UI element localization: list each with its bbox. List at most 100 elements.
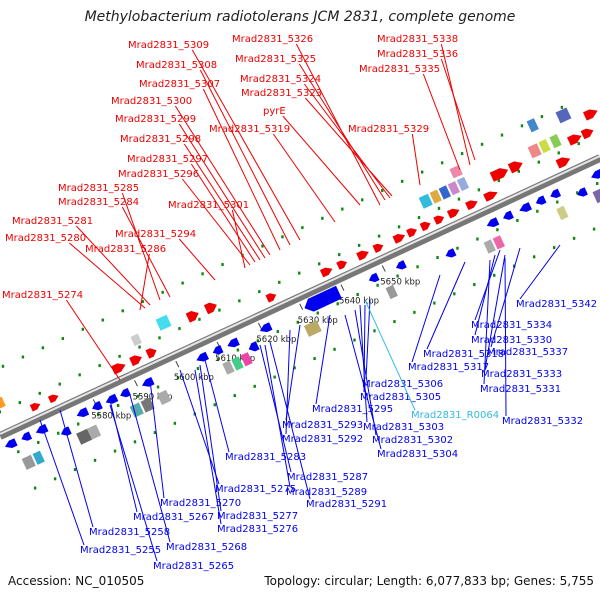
gene-leader-line — [440, 58, 476, 161]
gene-label-forward: Mrad2831_5335 — [359, 64, 440, 75]
coordinate-tick-label: 5620 kbp — [256, 335, 296, 345]
feature-block — [130, 333, 142, 347]
forward-gene-arrow — [265, 293, 277, 303]
reverse-gene-arrow — [259, 322, 273, 333]
gene-label-reverse: Mrad2831_5334 — [471, 320, 552, 331]
gene-leader-line — [298, 63, 386, 201]
gene-label-reverse: Mrad2831_5270 — [160, 498, 241, 509]
reverse-gene-arrow — [304, 285, 342, 312]
reverse-gene-arrow — [5, 438, 18, 448]
gene-label-reverse: Mrad2831_5287 — [287, 472, 368, 483]
track-guide-dot — [336, 302, 339, 306]
track-guide-dot — [176, 376, 180, 380]
gene-label-reverse: Mrad2831_5331 — [480, 384, 561, 395]
track-guide-dot — [356, 293, 359, 297]
track-guide-dot — [457, 197, 461, 201]
gene-label-reverse: Mrad2831_5337 — [487, 347, 568, 358]
feature-block — [592, 188, 600, 204]
feature-block — [449, 165, 463, 179]
track-guide-dot — [58, 382, 61, 386]
track-guide-dot — [78, 373, 81, 377]
gene-label-forward: Mrad2831_5285 — [58, 183, 139, 194]
track-guide-dot — [516, 219, 519, 223]
gene-label-reverse: Mrad2831_5317 — [408, 362, 489, 373]
gene-leader-line — [440, 43, 471, 166]
gene-leader-line — [264, 344, 291, 488]
track-guide-dot — [436, 256, 439, 260]
track-guide-dot — [73, 468, 77, 472]
feature-block — [492, 235, 505, 250]
gene-label-reverse: Mrad2831_5330 — [471, 335, 552, 346]
gene-label-reverse: Mrad2831_5289 — [286, 487, 367, 498]
gene-label-forward: Mrad2831_5294 — [115, 229, 196, 240]
feature-block — [32, 450, 45, 465]
gene-leader-line — [129, 394, 171, 543]
gene-label-reverse: Mrad2831_5292 — [282, 434, 363, 445]
feature-block — [222, 360, 235, 375]
forward-gene-arrow — [446, 208, 460, 219]
gene-label-forward: Mrad2831_5298 — [120, 134, 201, 145]
reverse-gene-arrow — [92, 400, 103, 411]
forward-gene-arrow — [583, 109, 598, 121]
track-guide-dot — [480, 142, 484, 146]
track-guide-dot — [473, 283, 476, 287]
track-guide-dot — [238, 299, 241, 303]
forward-gene-arrow — [145, 348, 157, 359]
track-guide-dot — [572, 236, 576, 240]
gene-leader-line — [39, 419, 85, 546]
track-guide-dot — [281, 235, 284, 239]
track-guide-dot — [373, 329, 376, 333]
track-guide-dot — [96, 413, 100, 417]
feature-block — [527, 143, 542, 159]
gene-leader-line — [484, 254, 506, 370]
reverse-gene-arrow — [142, 377, 155, 387]
track-guide-dot — [261, 244, 264, 248]
gene-leader-line — [504, 257, 507, 417]
feature-block — [0, 396, 6, 409]
track-guide-dot — [61, 337, 65, 341]
gene-label-reverse: Mrad2831_5258 — [89, 527, 170, 538]
coordinate-tick — [340, 284, 345, 291]
reverse-gene-arrow — [445, 248, 457, 258]
gene-label-forward: Mrad2831_5319 — [209, 124, 290, 135]
track-guide-dot — [381, 189, 384, 193]
gene-label-reverse: Mrad2831_5265 — [153, 561, 234, 572]
gene-label-reverse: Mrad2831_5333 — [481, 369, 562, 380]
gene-label-reverse: Mrad2831_5295 — [312, 404, 393, 415]
gene-leader-line — [109, 404, 158, 562]
feature-block — [447, 181, 460, 196]
gene-leader-line — [190, 163, 256, 263]
track-guide-dot — [576, 191, 579, 195]
gene-label-reverse: Mrad2831_5305 — [360, 392, 441, 403]
feature-block — [538, 139, 551, 154]
forward-gene-arrow — [372, 243, 384, 253]
gene-label-forward: Mrad2831_5309 — [128, 40, 209, 51]
reverse-gene-arrow — [120, 387, 131, 398]
feature-block — [76, 428, 93, 445]
gene-leader-line — [199, 364, 222, 512]
gene-leader-line — [269, 341, 311, 500]
track-guide-dot — [557, 151, 560, 155]
gene-leader-line — [285, 329, 291, 435]
track-guide-dot — [493, 273, 496, 277]
backbone-highlight — [0, 155, 600, 435]
forward-gene-arrow — [129, 355, 142, 367]
gene-leader-line — [354, 309, 377, 436]
feature-block — [129, 402, 144, 418]
gene-label-forward: Mrad2831_5281 — [12, 216, 93, 227]
gene-leader-line — [272, 133, 336, 223]
gene-label-forward: Mrad2831_5336 — [377, 49, 458, 60]
gene-leader-line — [315, 314, 331, 405]
track-guide-dot — [577, 142, 580, 146]
gene-label-forward: Mrad2831_5329 — [348, 124, 429, 135]
feature-block — [549, 134, 562, 149]
reverse-gene-arrow — [503, 210, 514, 220]
coordinate-tick-label: 5650 kbp — [380, 278, 420, 288]
track-guide-dot — [500, 133, 504, 137]
coordinate-tick — [175, 360, 180, 368]
gene-label-reverse: Mrad2831_5267 — [133, 512, 214, 523]
track-guide-dot — [156, 385, 160, 389]
track-guide-dot — [417, 216, 421, 220]
feature-block — [483, 239, 496, 254]
gene-label-reverse: Mrad2831_5275 — [215, 484, 296, 495]
